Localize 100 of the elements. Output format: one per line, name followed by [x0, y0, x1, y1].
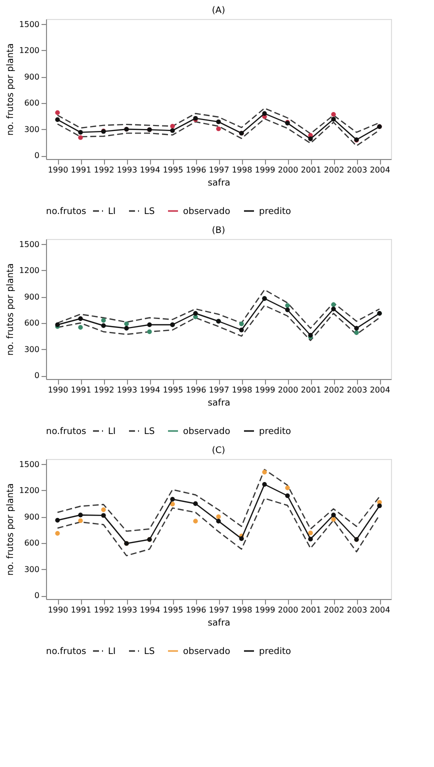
x-tick-label: 1992 — [94, 606, 114, 614]
x-tick-label: 2003 — [346, 166, 368, 174]
point — [216, 514, 221, 520]
point — [239, 322, 244, 326]
x-tick-label: 1995 — [162, 166, 184, 174]
point — [285, 486, 290, 490]
point — [331, 116, 336, 122]
y-tick-label: 900 — [24, 512, 40, 522]
x-tick-label: 1991 — [70, 386, 92, 394]
point — [308, 136, 313, 142]
y-tick-label: 0 — [34, 591, 40, 600]
legend-label: predito — [259, 207, 292, 217]
legend-title: no.frutos — [46, 207, 87, 217]
x-tick-label: 2002 — [324, 386, 344, 394]
x-tick-label: 1999 — [254, 386, 276, 394]
point — [262, 111, 267, 116]
point — [331, 302, 336, 307]
legend-label: LI — [108, 427, 116, 437]
chart-title: (A) — [212, 6, 226, 16]
x-tick-label: 2001 — [300, 606, 322, 614]
point — [193, 501, 198, 506]
y-tick-label: 600 — [24, 98, 40, 108]
point — [78, 130, 83, 135]
x-tick-label: 1997 — [208, 386, 230, 394]
x-tick-label: 2000 — [278, 386, 298, 394]
x-tick-label: 1996 — [186, 606, 206, 614]
point — [331, 517, 336, 522]
point — [55, 117, 60, 122]
point — [55, 531, 60, 536]
x-tick-label: 2000 — [278, 606, 298, 614]
legend-label: observado — [183, 427, 231, 437]
x-tick-label: 2003 — [346, 606, 368, 614]
y-tick-label: 0 — [34, 151, 40, 160]
x-tick-label: 1990 — [48, 386, 68, 394]
point — [147, 322, 152, 328]
point — [170, 496, 175, 502]
x-tick-label: 1998 — [232, 606, 252, 614]
legend-label: predito — [259, 647, 292, 657]
x-tick-label: 1998 — [232, 386, 252, 394]
legend-label: LI — [108, 647, 116, 657]
point — [308, 530, 313, 536]
point — [354, 326, 359, 331]
x-tick-label: 1999 — [254, 166, 276, 174]
x-tick-label: 1999 — [254, 606, 276, 614]
x-tick-label: 1998 — [232, 166, 252, 174]
point — [308, 536, 313, 542]
y-axis-title: no. frutos por planta — [6, 263, 16, 356]
point — [354, 330, 359, 335]
chart-title: (C) — [212, 446, 226, 456]
point — [78, 316, 83, 321]
x-tick-label: 1990 — [48, 166, 68, 174]
point — [78, 512, 83, 518]
point — [170, 124, 175, 129]
x-tick-label: 1993 — [116, 166, 138, 174]
point — [239, 328, 244, 332]
y-tick-label: 1200 — [19, 486, 40, 495]
point — [101, 323, 106, 328]
x-tick-label: 1996 — [186, 386, 206, 394]
legend-label: observado — [183, 647, 231, 657]
x-tick-label: 2001 — [300, 166, 322, 174]
legend-label: LS — [144, 647, 156, 657]
line-series — [56, 498, 380, 556]
point — [78, 135, 83, 140]
point — [216, 518, 221, 524]
legend-label: predito — [259, 427, 292, 437]
y-tick-label: 900 — [24, 292, 40, 302]
x-axis-title: safra — [208, 398, 230, 408]
x-tick-label: 1991 — [70, 606, 92, 614]
point — [170, 502, 175, 506]
y-tick-label: 1200 — [19, 46, 40, 55]
point — [239, 536, 244, 541]
x-tick-label: 1992 — [94, 166, 114, 174]
y-tick-label: 300 — [24, 344, 40, 354]
legend-label: LS — [144, 427, 156, 437]
x-tick-label: 2002 — [324, 166, 344, 174]
x-tick-label: 1996 — [186, 166, 206, 174]
x-tick-label: 2002 — [324, 606, 344, 614]
line-series — [56, 304, 380, 342]
x-tick-label: 1994 — [140, 606, 160, 614]
point — [78, 518, 83, 524]
y-tick-label: 300 — [24, 564, 40, 574]
x-tick-label: 2004 — [370, 166, 390, 174]
y-tick-label: 1200 — [19, 266, 40, 275]
line-series — [56, 289, 380, 329]
point — [285, 303, 290, 308]
point — [147, 329, 152, 334]
y-tick-label: 600 — [24, 318, 40, 328]
point — [193, 311, 198, 316]
x-axis-title: safra — [208, 178, 230, 188]
line-series — [56, 468, 380, 532]
x-tick-label: 1997 — [208, 606, 230, 614]
x-tick-label: 1994 — [140, 166, 160, 174]
point — [124, 322, 129, 326]
point — [101, 318, 106, 323]
x-tick-label: 2003 — [346, 386, 368, 394]
x-tick-label: 1995 — [162, 606, 184, 614]
y-tick-label: 300 — [24, 124, 40, 134]
x-tick-label: 2004 — [370, 606, 390, 614]
point — [193, 518, 198, 524]
legend-label: observado — [183, 207, 231, 217]
